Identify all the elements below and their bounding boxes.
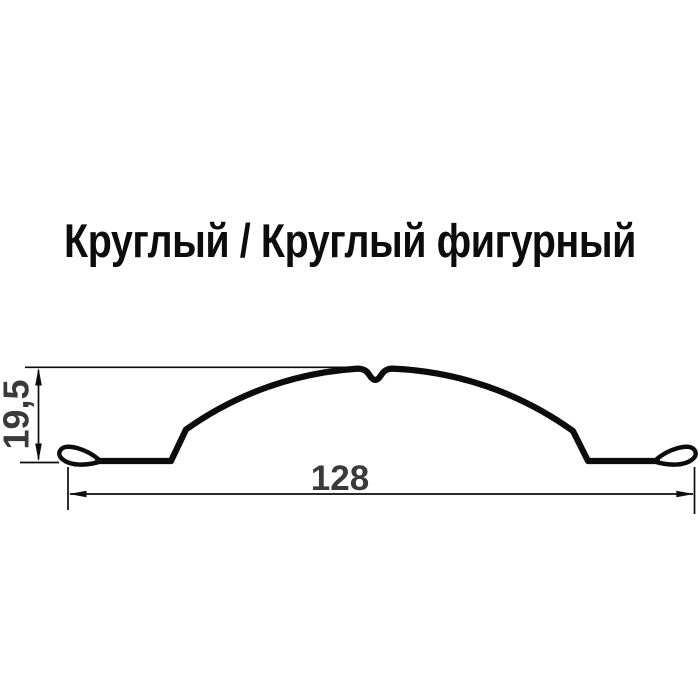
profile-outline <box>94 365 661 465</box>
width-dimension-label: 128 <box>311 459 369 498</box>
height-arrow-up-icon <box>35 367 42 386</box>
width-arrow-left-icon <box>68 490 87 498</box>
width-arrow-right-icon <box>676 490 694 498</box>
right-edge-curl <box>650 444 698 467</box>
height-arrow-down-icon <box>35 443 42 462</box>
page-title: Круглый / Круглый фигурный <box>64 214 636 268</box>
height-dimension-label: 19,5 <box>0 379 37 449</box>
left-edge-curl <box>57 444 105 467</box>
